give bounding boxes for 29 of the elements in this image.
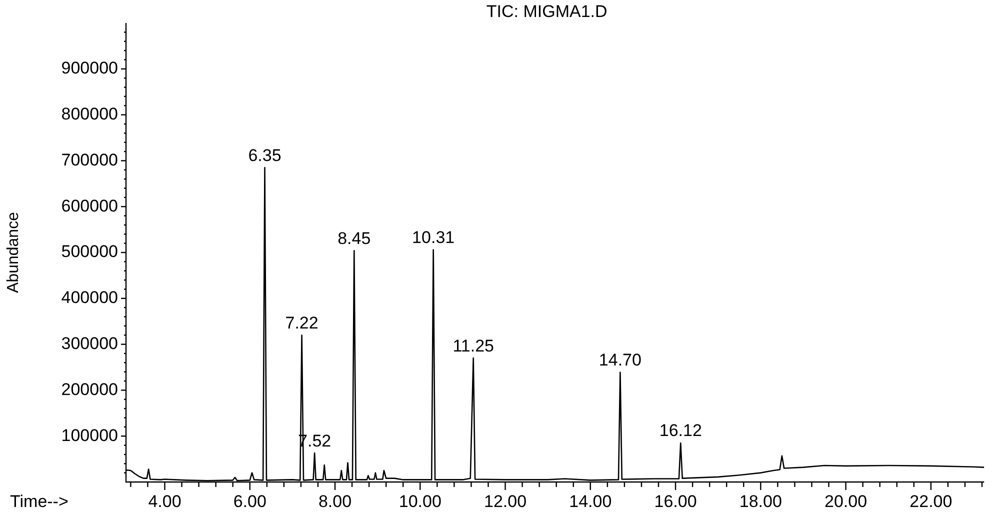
y-tick-label: 700000 — [61, 150, 118, 170]
annotation: 11.25 — [452, 336, 494, 356]
x-tick-label: 22.00 — [910, 492, 952, 511]
annotation: 16.12 — [659, 421, 702, 440]
y-tick-label: 900000 — [61, 58, 118, 78]
x-tick-label: 4.00 — [148, 492, 182, 511]
chart-title: TIC: MIGMA1.D — [486, 2, 608, 22]
annotation: 7.22 — [285, 313, 318, 332]
x-tick-label: 8.00 — [318, 492, 352, 511]
x-tick-label: 18.00 — [739, 492, 782, 511]
y-tick-label: 200000 — [61, 380, 118, 399]
annotation: 14.70 — [598, 350, 642, 370]
y-tick-label: 300000 — [61, 334, 118, 353]
x-tick-label: 10.00 — [398, 492, 442, 511]
y-tick-label: 800000 — [61, 104, 118, 124]
x-tick-label: 14.00 — [569, 492, 612, 511]
x-tick-label: 12.00 — [484, 492, 527, 511]
annotation: 10.31 — [412, 228, 455, 247]
y-tick-label: 100000 — [61, 426, 118, 445]
y-tick-label: 400000 — [61, 288, 118, 308]
y-axis-title: Abundance — [5, 212, 22, 293]
annotation: 8.45 — [338, 228, 371, 248]
y-tick-label: 600000 — [61, 196, 118, 216]
y-tick-label: 500000 — [61, 242, 118, 262]
x-tick-label: 20.00 — [824, 492, 868, 511]
x-axis-title: Time--> — [10, 492, 68, 512]
x-tick-label: 16.00 — [654, 492, 697, 511]
annotation: 6.35 — [248, 146, 282, 165]
x-tick-label: 6.00 — [233, 492, 266, 511]
